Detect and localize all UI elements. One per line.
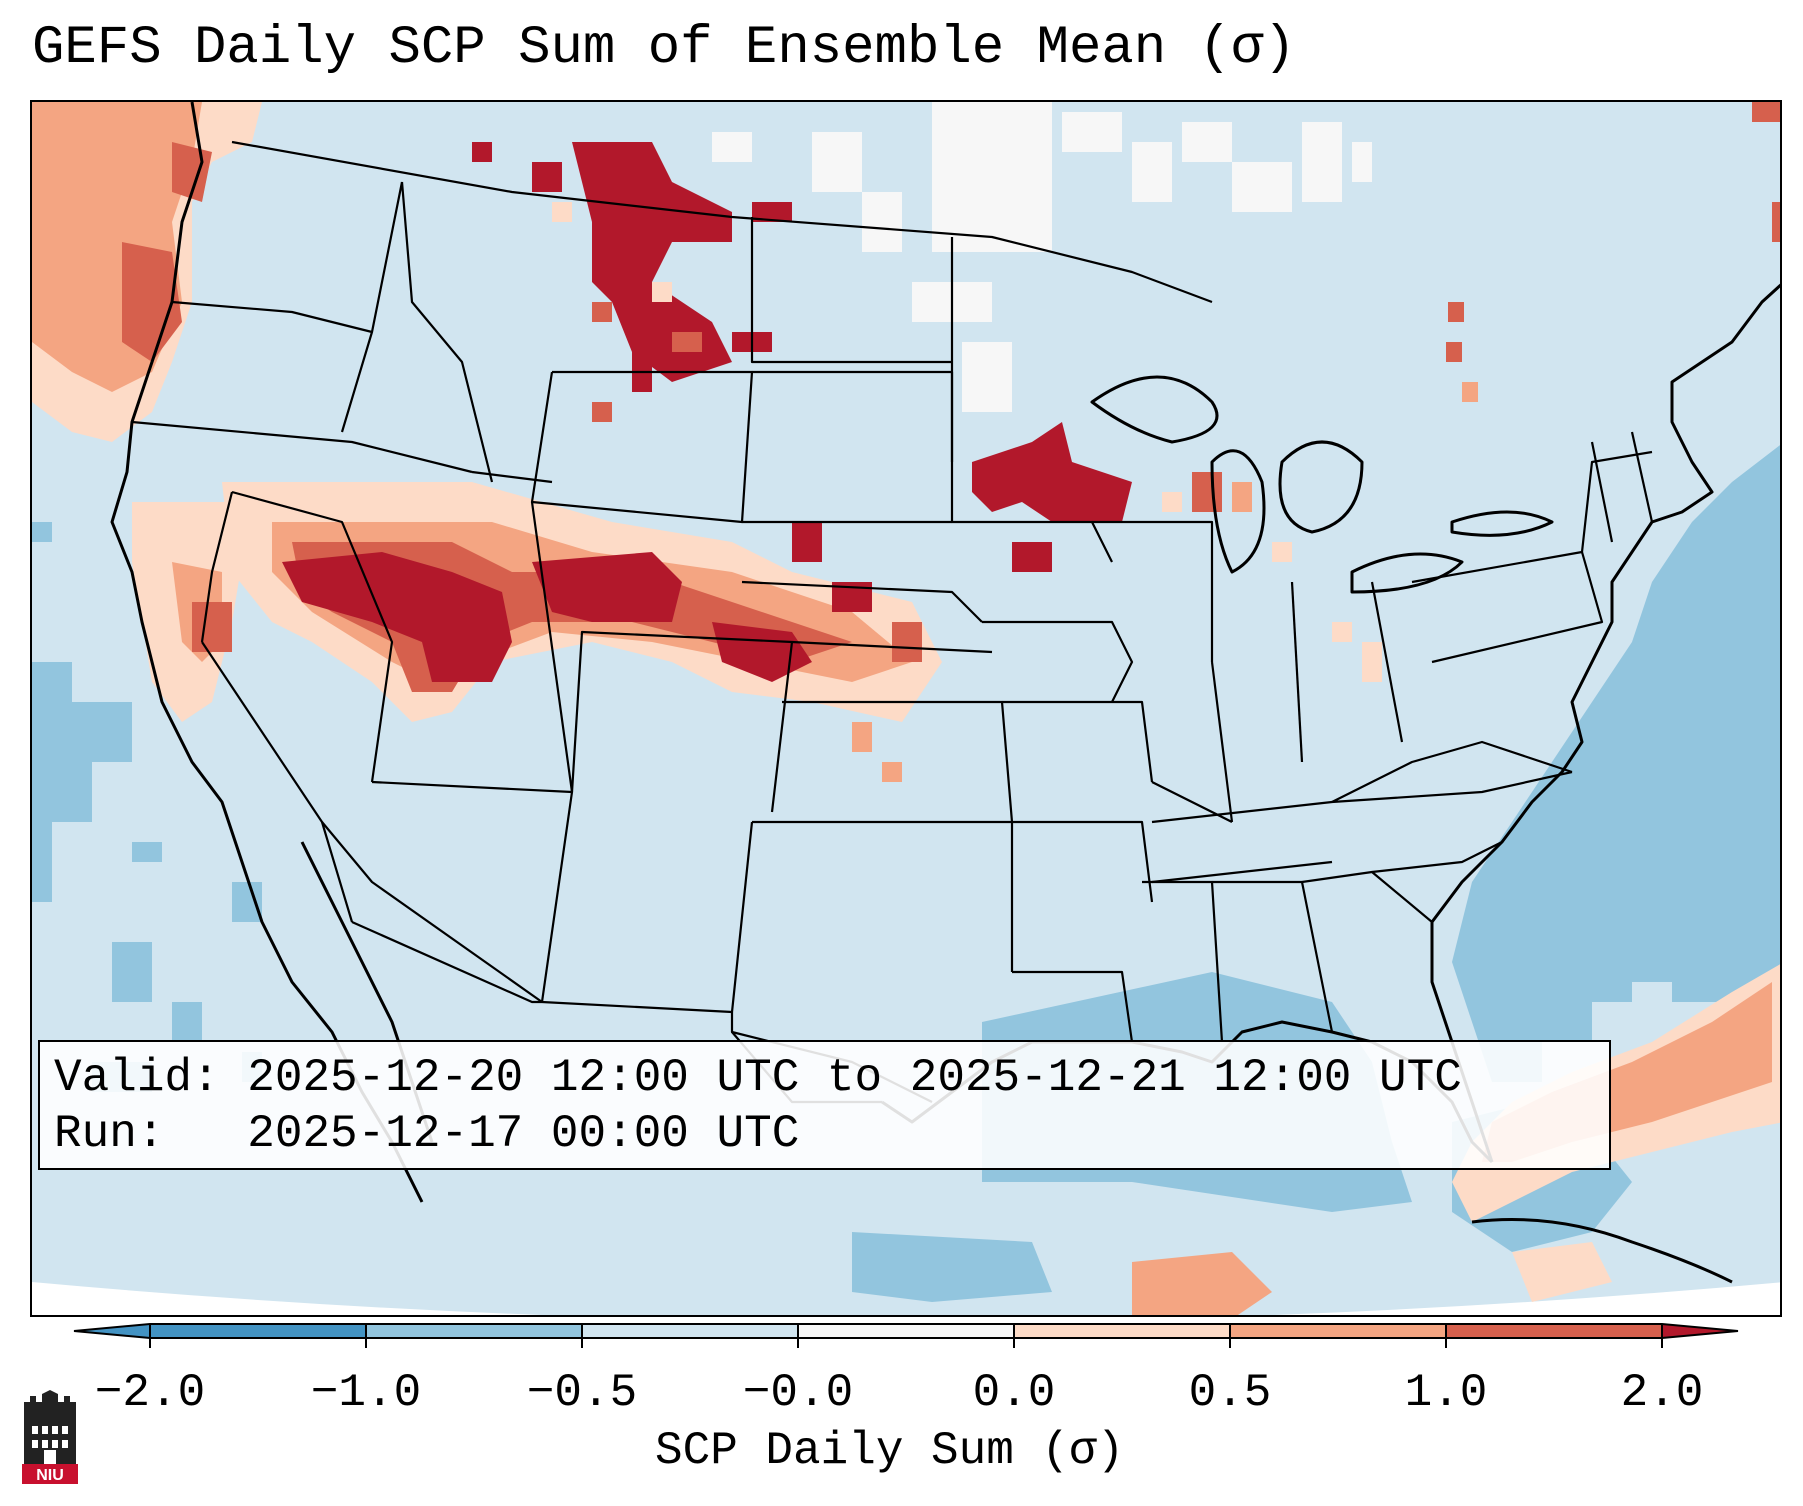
colorbar-segment (1446, 1324, 1662, 1338)
colorbar-extend-min (74, 1324, 150, 1338)
field-near-zero (712, 102, 1372, 412)
field-positive-california (132, 502, 242, 722)
colorbar-tick-label: −0.0 (742, 1367, 854, 1419)
colorbar-label: SCP Daily Sum (σ) (655, 1425, 1125, 1477)
state-borders (131, 140, 1654, 1104)
colorbar-tick-label: 1.0 (1404, 1367, 1488, 1419)
colorbar-segment (1014, 1324, 1230, 1338)
valid-time-text: Valid: 2025-12-20 12:00 UTC to 2025-12-2… (54, 1052, 1462, 1104)
field-positive-midwest (972, 422, 1252, 572)
projection-edge (32, 1282, 1780, 1315)
niu-castle-logo-icon: NIU (22, 1390, 78, 1484)
colorbar-segment (798, 1324, 1014, 1338)
run-time-text: Run: 2025-12-17 00:00 UTC (54, 1108, 800, 1160)
chart-title: GEFS Daily SCP Sum of Ensemble Mean (σ) (32, 18, 1296, 79)
colorbar-segment (366, 1324, 582, 1338)
colorbar-tick-label: −0.5 (526, 1367, 638, 1419)
colorbar-tick-label: −2.0 (94, 1367, 206, 1419)
colorbar-tick-label: −1.0 (310, 1367, 422, 1419)
logo-text: NIU (36, 1467, 64, 1484)
colorbar (73, 1323, 1739, 1348)
colorbar-segments (73, 1323, 1739, 1339)
colorbar-ticks (149, 1324, 1663, 1348)
field-positive-pnw (32, 102, 262, 442)
colorbar-extend-max (1662, 1324, 1738, 1338)
colorbar-segment (582, 1324, 798, 1338)
colorbar-tick-label: 0.5 (1188, 1367, 1272, 1419)
colorbar-segment (150, 1324, 366, 1338)
field-positive-rockies (222, 482, 942, 782)
info-box: Valid: 2025-12-20 12:00 UTC to 2025-12-2… (38, 1040, 1611, 1170)
field-positive-misc (552, 102, 1780, 682)
colorbar-tick-label: 0.0 (972, 1367, 1056, 1419)
field-positive-montana (472, 142, 792, 422)
colorbar-tick-label: 2.0 (1620, 1367, 1704, 1419)
colorbar-segment (1230, 1324, 1446, 1338)
